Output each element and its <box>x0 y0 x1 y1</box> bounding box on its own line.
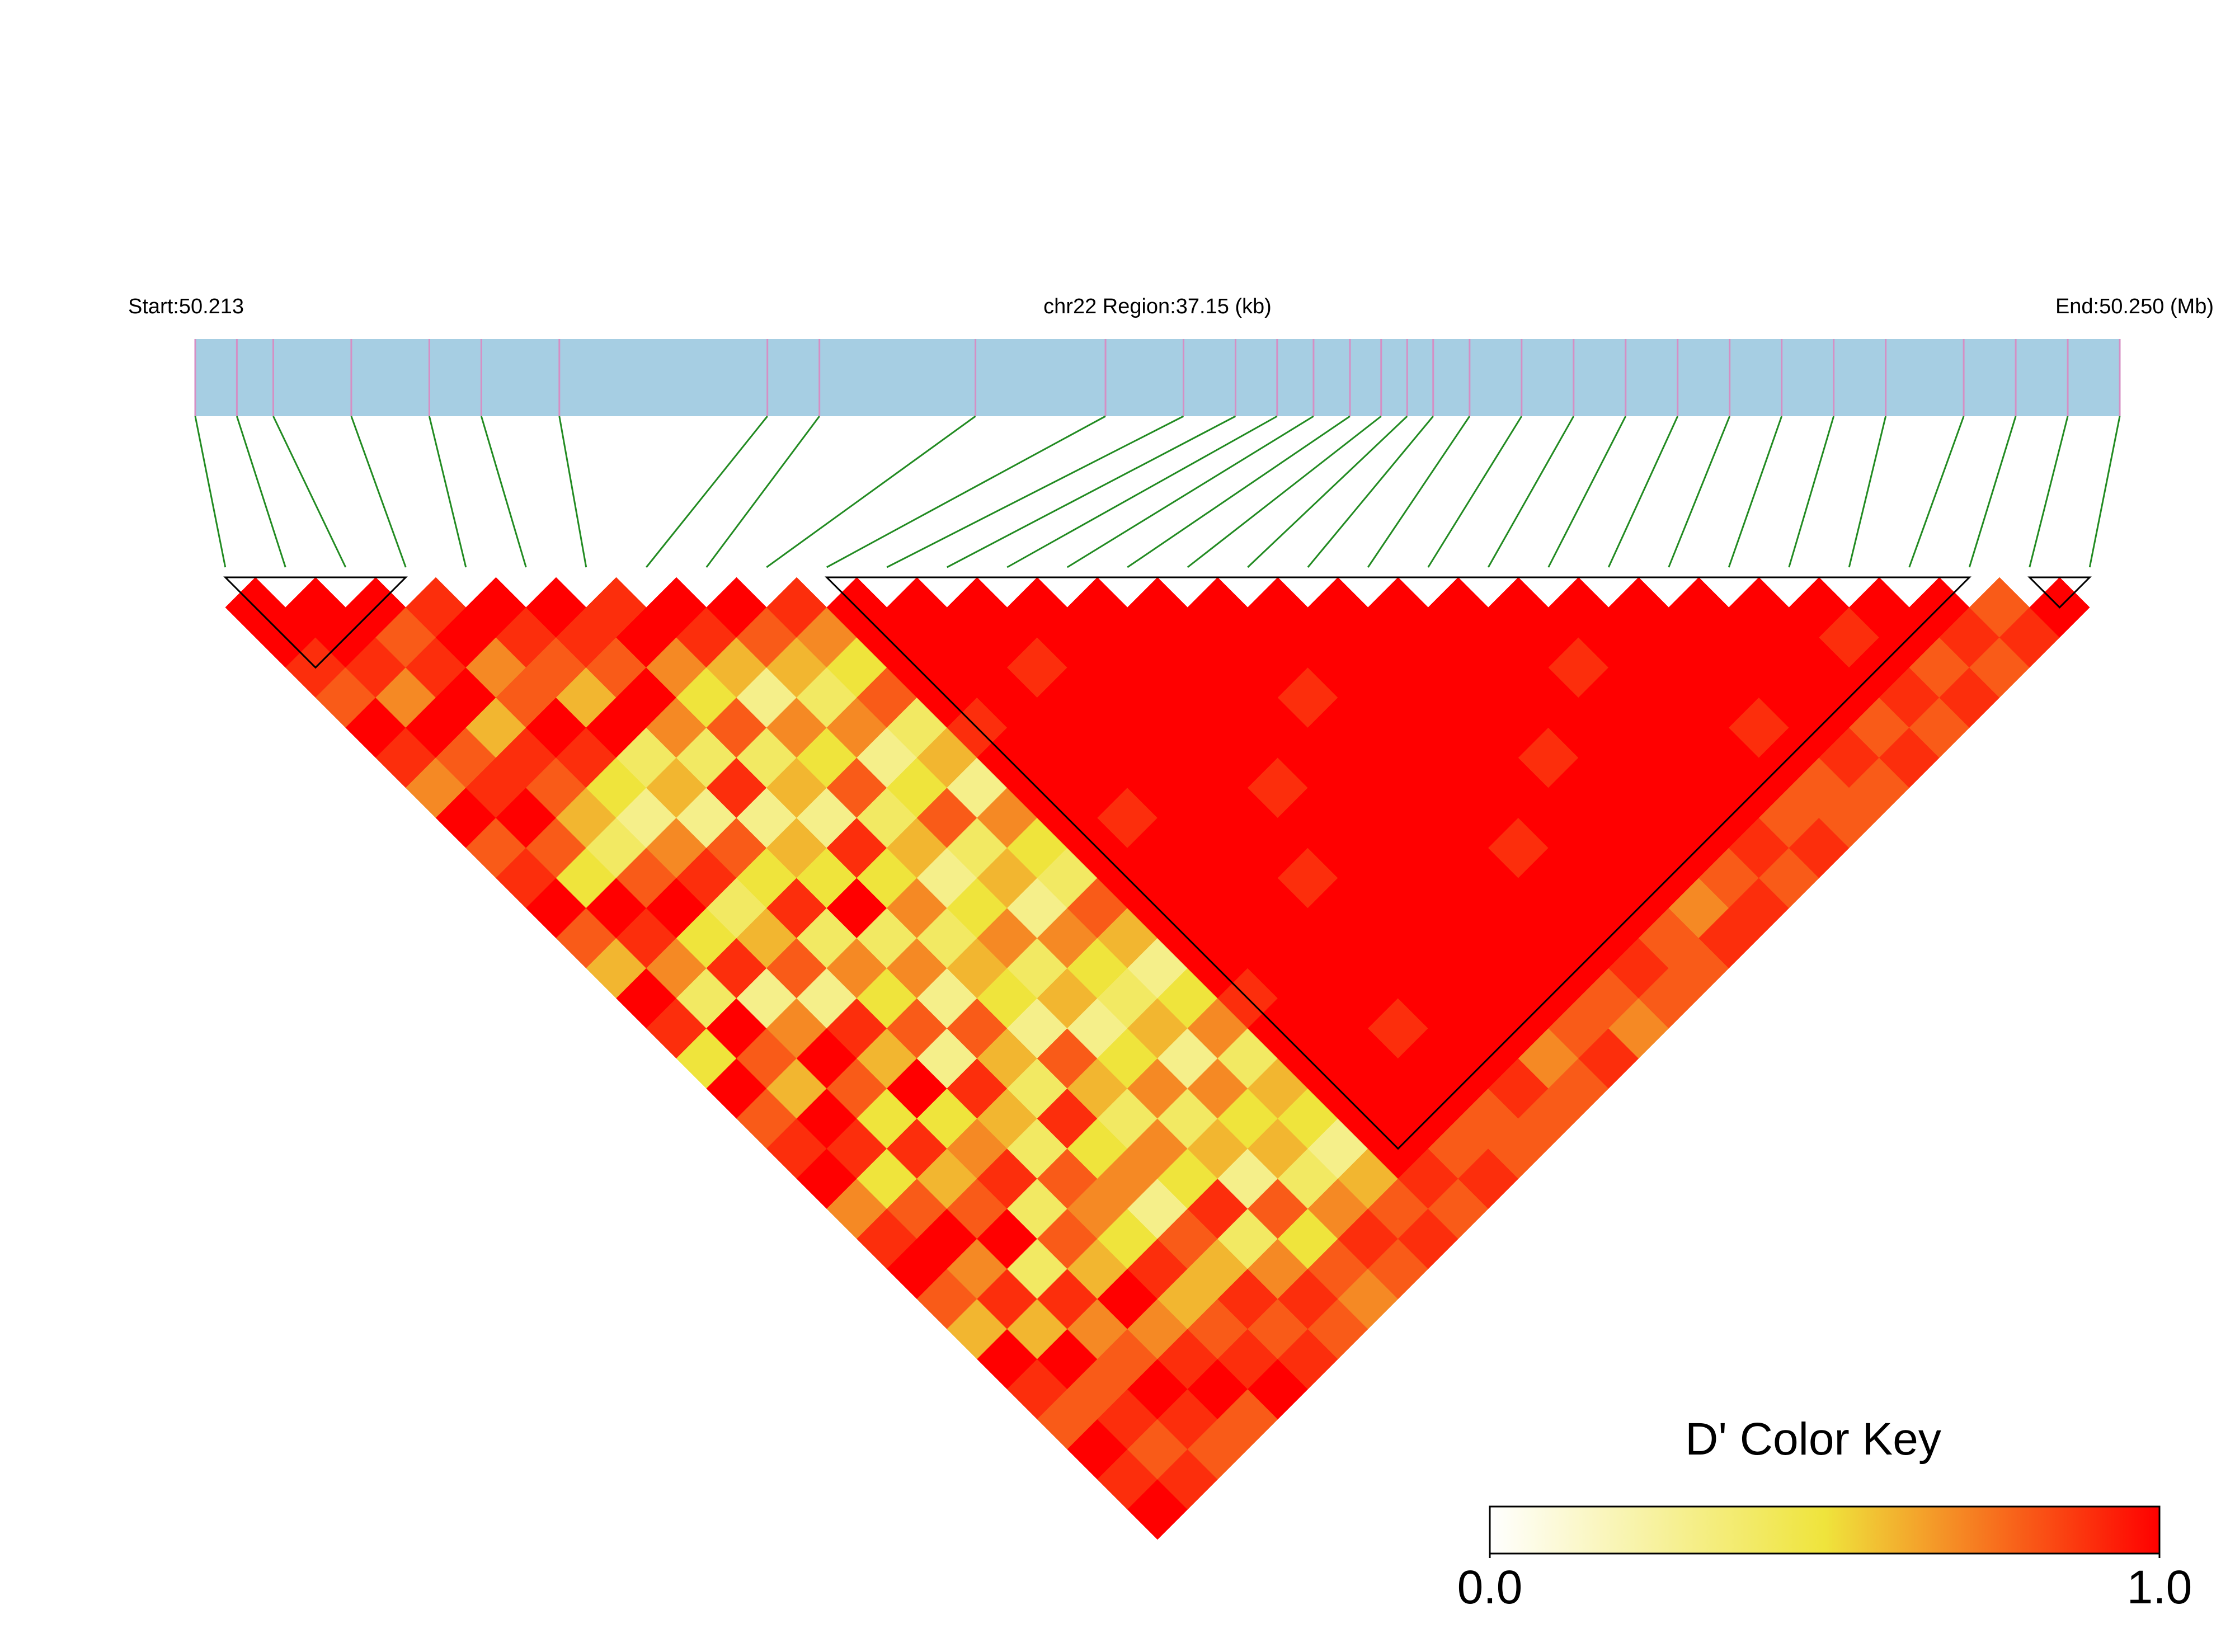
snp-link <box>1127 415 1351 568</box>
snp-link <box>428 416 467 568</box>
snp-link <box>1908 416 1965 568</box>
snp-link <box>826 415 1106 568</box>
snp-link <box>1247 415 1408 568</box>
snp-link <box>1367 416 1471 568</box>
snp-link <box>350 416 407 568</box>
snp-link <box>2088 416 2121 568</box>
key-tick-label: 1.0 <box>2127 1561 2192 1613</box>
start-label: Start:50.213 <box>128 295 244 318</box>
snp-link <box>1487 416 1575 568</box>
snp-link <box>766 415 976 568</box>
snp-link <box>947 415 1236 568</box>
snp-link <box>558 416 587 568</box>
snp-link <box>1668 416 1731 568</box>
snp-link <box>1728 416 1783 568</box>
ld-block <box>223 576 408 669</box>
snp-link <box>1006 415 1278 568</box>
snp-link <box>1187 415 1382 568</box>
end-label: End:50.250 (Mb) <box>2055 295 2214 318</box>
snp-link <box>886 415 1184 568</box>
ld-block <box>825 576 1971 1150</box>
snp-link <box>272 416 347 568</box>
snp-link <box>646 416 768 568</box>
region-label: chr22 Region:37.15 (kb) <box>1043 295 1272 318</box>
snp-link <box>1307 416 1434 568</box>
snp-link <box>1607 416 1679 568</box>
snp-link <box>236 416 286 568</box>
snp-link <box>705 416 820 568</box>
snp-link <box>1547 416 1627 568</box>
ld-block <box>2027 576 2092 609</box>
snp-link <box>1848 416 1887 568</box>
snp-link <box>194 416 227 568</box>
snp-link <box>1788 416 1835 568</box>
snp-link <box>1066 415 1314 568</box>
snp-link <box>2029 416 2069 568</box>
snp-link <box>1427 416 1523 568</box>
key-tick-label: 0.0 <box>1457 1561 1523 1613</box>
snp-link <box>1968 416 2017 568</box>
snp-link <box>480 416 527 568</box>
position-bar <box>195 339 2120 416</box>
color-key <box>1489 1505 2161 1555</box>
key-title: D' Color Key <box>1685 1414 1941 1465</box>
